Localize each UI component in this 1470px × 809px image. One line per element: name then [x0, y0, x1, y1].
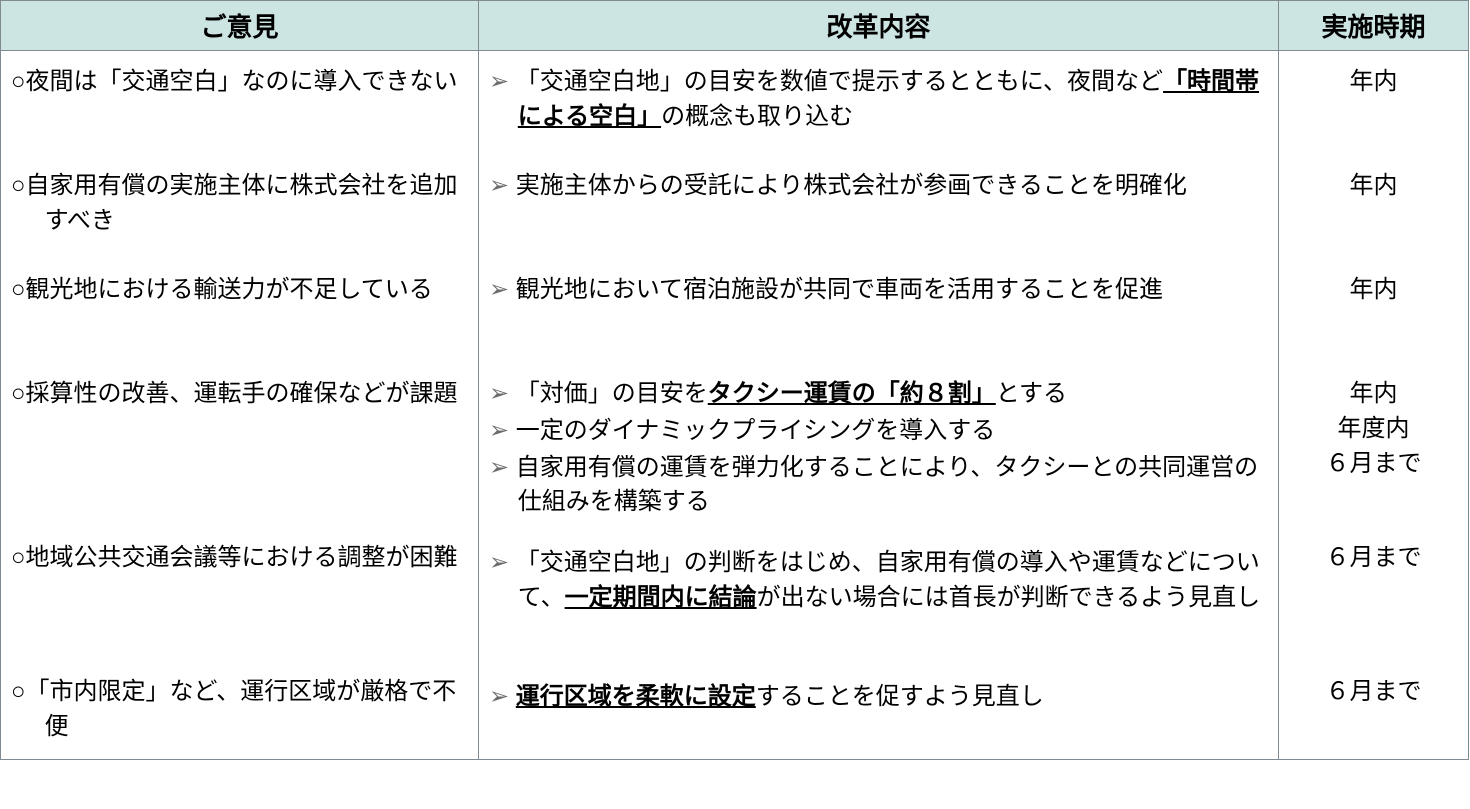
content-item: ➢ 「対価」の目安をタクシー運賃の「約８割」とする — [489, 377, 1268, 412]
content-item: ➢ 「交通空白地」の目安を数値で提示するとともに、夜間など「時間帯による空白」の… — [489, 65, 1268, 135]
content-item-group: ➢ 「交通空白地」の目安を数値で提示するとともに、夜間など「時間帯による空白」の… — [489, 65, 1268, 143]
timing-item-group: ６月まで — [1289, 541, 1458, 649]
chevron-icon: ➢ — [489, 683, 516, 710]
timing-text: ６月まで — [1289, 541, 1458, 576]
emphasis-text: タクシー運賃の「約８割」 — [708, 380, 996, 407]
timing-text: 年内 — [1289, 169, 1458, 204]
table-header-row: ご意見 改革内容 実施時期 — [1, 1, 1469, 51]
opinion-text: ○観光地における輸送力が不足している — [11, 273, 468, 308]
cell-opinions: ○夜間は「交通空白」なのに導入できない ○自家用有償の実施主体に株式会社を追加すべ… — [1, 51, 479, 760]
opinion-item: ○自家用有償の実施主体に株式会社を追加すべき — [11, 169, 468, 247]
opinion-item: ○夜間は「交通空白」なのに導入できない — [11, 65, 468, 143]
content-item: ➢ 観光地において宿泊施設が共同で車両を活用することを促進 — [489, 273, 1268, 308]
content-item: ➢ 一定のダイナミックプライシングを導入する — [489, 414, 1268, 449]
content-item-group: ➢ 「交通空白地」の判断をはじめ、自家用有償の導入や運賃などについて、一定期間内… — [489, 546, 1268, 654]
opinion-item: ○観光地における輸送力が不足している — [11, 273, 468, 351]
timing-text: ６月まで — [1289, 447, 1458, 482]
content-item: ➢ 運行区域を柔軟に設定することを促すよう見直し — [489, 680, 1268, 715]
timing-item-group: 年内年度内６月まで — [1289, 377, 1458, 515]
emphasis-text: 一定期間内に結論 — [565, 584, 757, 611]
timing-text: 年度内 — [1289, 412, 1458, 447]
opinion-item: ○「市内限定」など、運行区域が厳格で不便 — [11, 675, 468, 745]
content-item: ➢ 自家用有償の運賃を弾力化することにより、タクシーとの共同運営の仕組みを構築す… — [489, 451, 1268, 521]
chevron-icon: ➢ — [489, 276, 516, 303]
timing-text: 年内 — [1289, 65, 1458, 100]
content-item-group: ➢ 実施主体からの受託により株式会社が参画できることを明確化 — [489, 169, 1268, 247]
chevron-icon: ➢ — [489, 68, 516, 95]
opinion-text: ○自家用有償の実施主体に株式会社を追加すべき — [11, 169, 468, 239]
opinion-item: ○採算性の改善、運転手の確保などが課題 — [11, 377, 468, 515]
chevron-icon: ➢ — [489, 454, 516, 481]
cell-contents: ➢ 「交通空白地」の目安を数値で提示するとともに、夜間など「時間帯による空白」の… — [479, 51, 1279, 760]
content-item-group: ➢ 観光地において宿泊施設が共同で車両を活用することを促進 — [489, 273, 1268, 351]
content-item-group: ➢ 「対価」の目安をタクシー運賃の「約８割」とする➢ 一定のダイナミックプライシ… — [489, 377, 1268, 520]
emphasis-text: 「時間帯による空白」 — [518, 68, 1259, 130]
header-timing: 実施時期 — [1279, 1, 1469, 51]
timing-item-group: ６月まで — [1289, 675, 1458, 717]
chevron-icon: ➢ — [489, 417, 516, 444]
chevron-icon: ➢ — [489, 380, 516, 407]
emphasis-text: 運行区域を柔軟に設定 — [516, 683, 756, 710]
reform-table: ご意見 改革内容 実施時期 ○夜間は「交通空白」なのに導入できない ○自家用有償の… — [0, 0, 1469, 760]
chevron-icon: ➢ — [489, 172, 516, 199]
timing-item-group: 年内 — [1289, 273, 1458, 351]
table-body-row: ○夜間は「交通空白」なのに導入できない ○自家用有償の実施主体に株式会社を追加すべ… — [1, 51, 1469, 760]
header-content: 改革内容 — [479, 1, 1279, 51]
content-item: ➢ 実施主体からの受託により株式会社が参画できることを明確化 — [489, 169, 1268, 204]
timing-text: ６月まで — [1289, 675, 1458, 710]
timing-text: 年内 — [1289, 377, 1458, 412]
opinion-text: ○地域公共交通会議等における調整が困難 — [11, 541, 468, 576]
opinion-text: ○「市内限定」など、運行区域が厳格で不便 — [11, 675, 468, 745]
timing-item-group: 年内 — [1289, 169, 1458, 247]
opinion-text: ○夜間は「交通空白」なのに導入できない — [11, 65, 468, 100]
content-item-group: ➢ 運行区域を柔軟に設定することを促すよう見直し — [489, 680, 1268, 722]
timing-item-group: 年内 — [1289, 65, 1458, 143]
cell-timings: 年内年内年内年内年度内６月まで６月まで６月まで — [1279, 51, 1469, 760]
header-opinion: ご意見 — [1, 1, 479, 51]
opinion-text: ○採算性の改善、運転手の確保などが課題 — [11, 377, 468, 412]
chevron-icon: ➢ — [489, 549, 516, 576]
opinion-item: ○地域公共交通会議等における調整が困難 — [11, 541, 468, 649]
content-item: ➢ 「交通空白地」の判断をはじめ、自家用有償の導入や運賃などについて、一定期間内… — [489, 546, 1268, 616]
timing-text: 年内 — [1289, 273, 1458, 308]
